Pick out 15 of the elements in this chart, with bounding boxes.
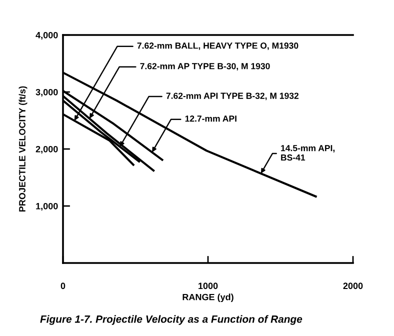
text: 7.62-mm API TYPE B-32, M 1932 bbox=[166, 92, 299, 100]
text: 7.62-mm BALL, HEAVY TYPE O, M1930 bbox=[137, 42, 298, 50]
text: 7.62-mm AP TYPE B-30, M 1930 bbox=[140, 63, 270, 71]
y-tick-label: 2,000 bbox=[36, 146, 58, 154]
y-tick-label: 1,000 bbox=[36, 202, 58, 211]
x-tick-label: 1000 bbox=[198, 282, 218, 290]
x-tick-label: 2000 bbox=[343, 282, 363, 290]
x-axis-title: RANGE (yd) bbox=[182, 294, 234, 302]
x-tick-label: 0 bbox=[60, 282, 66, 290]
caption: Figure 1-7. Projectile Velocity as a Function of Range bbox=[40, 315, 302, 325]
text: 14.5-mm API, BS-41 bbox=[281, 145, 335, 161]
y-tick-label: 4,000 bbox=[36, 32, 58, 40]
y-axis-title: PROJECTILE VELOCITY (ft/s) bbox=[18, 86, 28, 212]
y-tick-label: 3,000 bbox=[36, 88, 58, 97]
text: 12.7-mm API bbox=[185, 116, 236, 122]
